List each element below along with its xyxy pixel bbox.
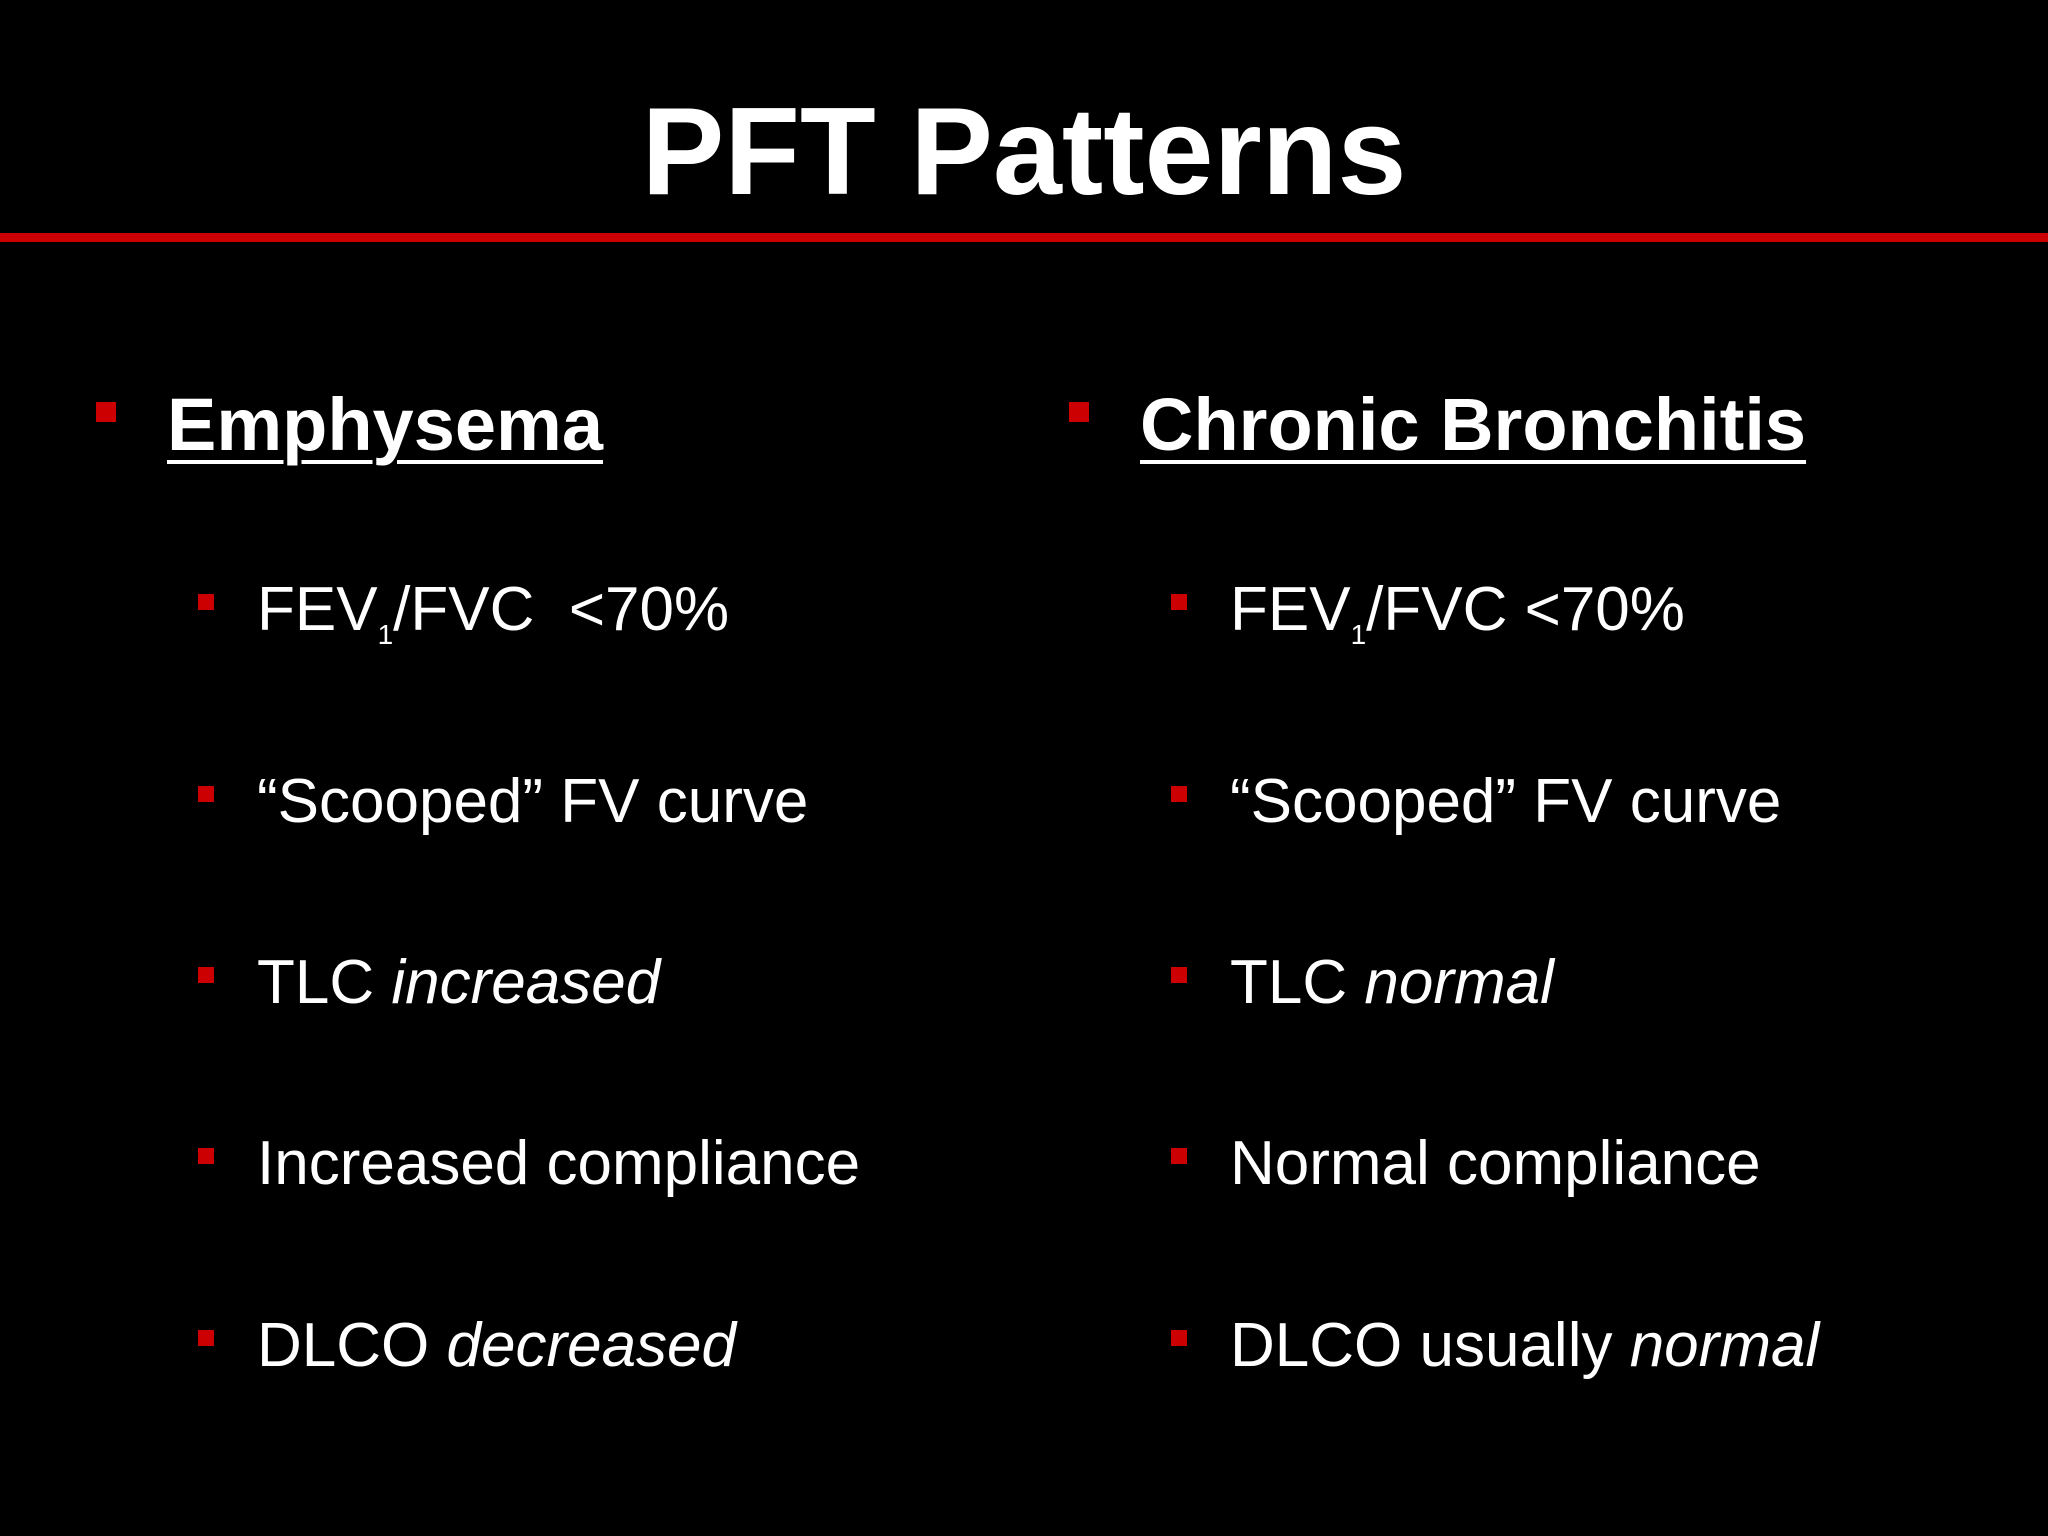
list-item-text: FEV1/FVC <70% <box>1230 570 1685 650</box>
square-bullet-icon <box>1171 594 1187 610</box>
fev-subscript: 1 <box>377 619 394 650</box>
tlc-label: TLC <box>1230 948 1365 1017</box>
fvc-ratio-label: /FVC <70% <box>393 575 730 644</box>
square-bullet-icon <box>1171 967 1187 983</box>
list-item-text: TLC normal <box>1230 943 1554 1023</box>
tlc-label: TLC <box>257 948 392 1017</box>
fev-label: FEV <box>257 575 378 644</box>
emphysema-heading-label: Emphysema <box>167 383 603 466</box>
square-bullet-icon <box>198 967 214 983</box>
dlco-label: DLCO <box>257 1311 447 1380</box>
fev-subscript: 1 <box>1350 619 1367 650</box>
list-item-text: DLCO usually normal <box>1230 1306 1819 1386</box>
square-bullet-icon <box>198 786 214 802</box>
square-bullet-icon <box>96 402 116 422</box>
title-divider <box>0 233 2048 242</box>
slide-title: PFT Patterns <box>641 83 1407 221</box>
tlc-value: increased <box>391 948 661 1017</box>
list-item-text: DLCO decreased <box>257 1306 736 1386</box>
list-item-text: Normal compliance <box>1230 1129 1761 1198</box>
chronic-bronchitis-heading-label: Chronic Bronchitis <box>1140 383 1807 466</box>
emphysema-column: Emphysema FEV1/FVC <70% “Scooped” FV cur… <box>0 0 960 1536</box>
square-bullet-icon <box>1171 1330 1187 1346</box>
list-item-text: Increased compliance <box>257 1129 861 1198</box>
square-bullet-icon <box>198 594 214 610</box>
square-bullet-icon <box>1069 402 1089 422</box>
chronic-bronchitis-column: Chronic Bronchitis FEV1/FVC <70% “Scoope… <box>973 0 1933 1536</box>
dlco-label: DLCO usually <box>1230 1311 1630 1380</box>
list-item-text: TLC increased <box>257 943 660 1023</box>
tlc-value: normal <box>1364 948 1554 1017</box>
square-bullet-icon <box>1171 786 1187 802</box>
list-item-text: “Scooped” FV curve <box>257 767 809 836</box>
square-bullet-icon <box>1171 1148 1187 1164</box>
dlco-value: normal <box>1629 1311 1820 1380</box>
dlco-value: decreased <box>446 1311 737 1380</box>
fev-label: FEV <box>1230 575 1351 644</box>
list-item-text: “Scooped” FV curve <box>1230 767 1782 836</box>
square-bullet-icon <box>198 1330 214 1346</box>
fvc-ratio-label: /FVC <70% <box>1366 575 1685 644</box>
list-item-text: FEV1/FVC <70% <box>257 570 729 650</box>
square-bullet-icon <box>198 1148 214 1164</box>
